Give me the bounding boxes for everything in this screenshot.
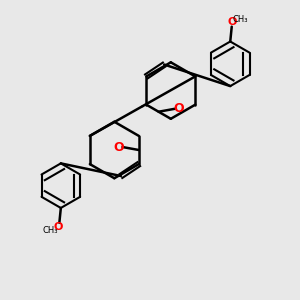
Text: O: O bbox=[114, 140, 124, 154]
Text: O: O bbox=[228, 17, 237, 27]
Text: O: O bbox=[54, 222, 63, 232]
Text: CH₃: CH₃ bbox=[233, 15, 248, 24]
Text: CH₃: CH₃ bbox=[43, 226, 58, 235]
Text: O: O bbox=[173, 102, 184, 115]
